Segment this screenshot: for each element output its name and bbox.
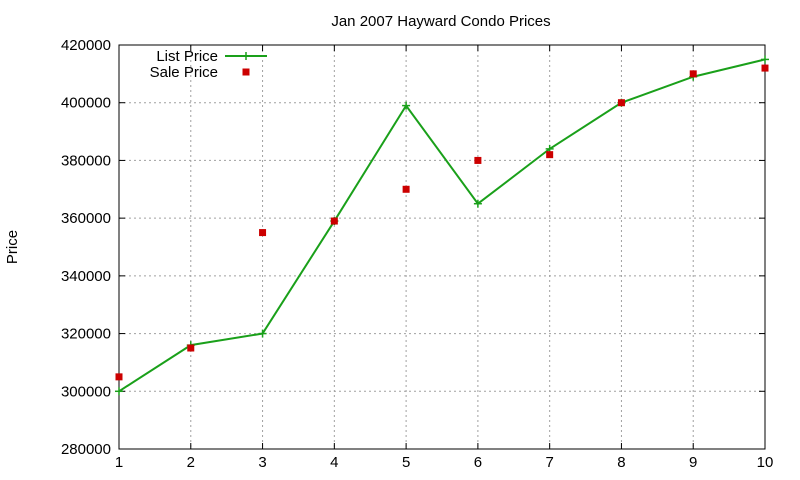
- y-tick-label: 420000: [61, 37, 111, 54]
- legend-sample-sale-price: [242, 68, 250, 76]
- x-tick-label: 9: [689, 454, 697, 471]
- y-tick-label: 380000: [61, 152, 111, 169]
- y-tick-label: 320000: [61, 326, 111, 343]
- x-tick-label: 6: [474, 454, 482, 471]
- y-tick-label: 400000: [61, 95, 111, 112]
- sale-price-point: [689, 70, 697, 78]
- sale-price-point: [115, 373, 123, 381]
- chart-title: Jan 2007 Hayward Condo Prices: [331, 13, 550, 30]
- series-layer: [115, 55, 769, 396]
- plot-frame: [118, 44, 766, 450]
- x-tick-label: 7: [545, 454, 553, 471]
- sale-price-point: [546, 151, 554, 159]
- list-price-line: [118, 58, 766, 393]
- x-tick-label: 4: [330, 454, 338, 471]
- y-tick-label: 360000: [61, 210, 111, 227]
- list-price-point: [115, 387, 123, 396]
- x-tick-label: 2: [187, 454, 195, 471]
- list-price-point: [761, 55, 769, 64]
- x-tick-label: 10: [757, 454, 774, 471]
- legend-marks: [225, 52, 267, 76]
- sale-price-point: [617, 99, 625, 107]
- x-tick-label: 8: [617, 454, 625, 471]
- sale-price-point: [259, 229, 267, 237]
- legend-sample-list-price-marker: [242, 52, 250, 60]
- sale-price-point: [330, 217, 338, 225]
- sale-price-point: [402, 185, 410, 193]
- grid: [119, 45, 765, 449]
- y-tick-label: 340000: [61, 268, 111, 285]
- y-tick-label: 280000: [61, 441, 111, 458]
- y-axis-label: Price: [4, 230, 21, 264]
- legend-label-list-price: List Price: [156, 48, 218, 65]
- sale-price-point: [761, 64, 769, 72]
- x-tick-label: 5: [402, 454, 410, 471]
- series-1: [115, 64, 769, 381]
- legend-label-sale-price: Sale Price: [150, 64, 218, 81]
- list-price-point: [473, 199, 482, 208]
- axis-ticks: 1 2 3 4 5 6 7 8 9 10 280000 300000 320000 340000 36000…: [61, 37, 773, 471]
- x-tick-label: 1: [115, 454, 123, 471]
- sale-price-point: [187, 344, 195, 352]
- list-price-point: [402, 101, 411, 110]
- sale-price-point: [474, 156, 482, 164]
- y-tick-label: 300000: [61, 383, 111, 400]
- list-price-point: [258, 329, 267, 338]
- legend: List Price Sale Price: [150, 48, 267, 81]
- x-tick-label: 3: [258, 454, 266, 471]
